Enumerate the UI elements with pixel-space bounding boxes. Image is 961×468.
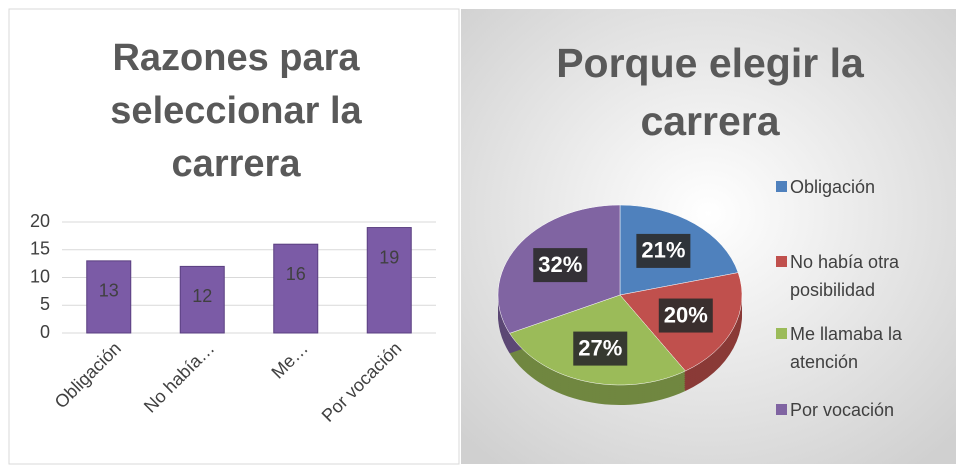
data-label-box: [658, 298, 713, 333]
legend-swatch: [776, 404, 787, 415]
legend-item: Obligación: [776, 173, 955, 201]
y-tick-label: 20: [30, 211, 50, 231]
legend-swatch: [776, 256, 787, 267]
bar: [366, 227, 412, 334]
bar-title: Razones para seleccionar la carrera: [110, 37, 362, 185]
data-label: 12: [192, 286, 212, 306]
bar: [179, 265, 225, 334]
y-tick-label: 5: [40, 294, 50, 314]
data-label: 16: [286, 264, 306, 284]
legend-label: Por vocación: [790, 400, 895, 420]
bar: [86, 260, 132, 334]
y-tick-label: 15: [30, 239, 50, 259]
data-label-box: [533, 248, 588, 283]
data-label: 27%: [578, 335, 622, 360]
data-label-box: [573, 331, 628, 366]
legend-swatch: [776, 328, 787, 339]
y-tick-label: 10: [30, 266, 50, 286]
data-label: 32%: [538, 252, 582, 277]
legend-item: Por vocación: [776, 396, 955, 424]
legend-item: Me llamaba la atención: [776, 320, 955, 376]
data-label: 21%: [641, 238, 685, 263]
y-tick-label: 0: [40, 322, 50, 342]
legend-swatch: [776, 181, 787, 192]
bar: [273, 243, 319, 334]
data-label-box: [636, 233, 691, 268]
pie-title: Porque elegir la carrera: [556, 40, 864, 144]
legend-label: Obligación: [790, 177, 876, 197]
legend-item: No había otra posibilidad: [776, 248, 955, 304]
legend-label: Me llamaba la atención: [790, 324, 903, 372]
data-label: 19: [379, 247, 399, 267]
data-label: 20%: [664, 302, 708, 327]
data-label: 13: [99, 281, 119, 301]
legend-label: No había otra posibilidad: [790, 252, 900, 300]
